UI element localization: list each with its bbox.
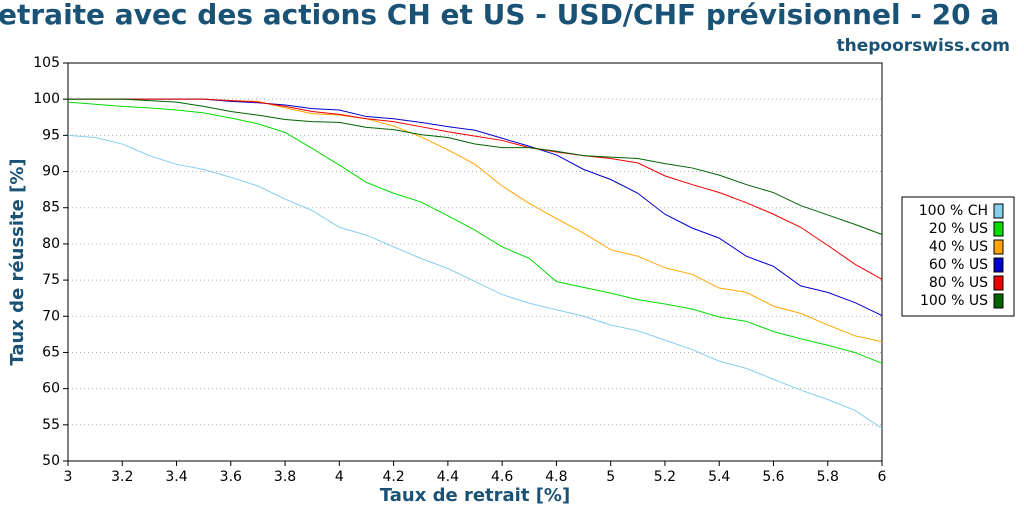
x-tick-label: 4.4	[437, 469, 459, 485]
legend-swatch	[993, 239, 1004, 255]
x-tick-label: 3	[64, 469, 73, 485]
legend-label: 80 % US	[929, 275, 988, 291]
y-tick-label: 75	[42, 272, 60, 288]
y-tick-label: 55	[42, 417, 60, 433]
legend-label: 20 % US	[929, 221, 988, 237]
x-tick-label: 5.6	[762, 469, 784, 485]
legend-swatch	[993, 221, 1004, 237]
legend-swatch	[993, 257, 1004, 273]
series-line	[67, 101, 883, 364]
y-tick-label: 85	[42, 200, 60, 216]
x-axis-label: Taux de retrait [%]	[380, 485, 570, 506]
series-line	[67, 134, 883, 429]
legend-label: 40 % US	[929, 239, 988, 255]
subtitle: thepoorswiss.com	[837, 36, 1011, 56]
y-axis-label: Taux de réussite [%]	[7, 158, 28, 365]
legend-swatch	[993, 203, 1004, 219]
x-tick-label: 5	[606, 469, 615, 485]
series-line	[68, 98, 883, 343]
x-tick-label: 4	[335, 469, 344, 485]
y-tick-label: 60	[42, 381, 60, 397]
legend-label: 60 % US	[929, 257, 988, 273]
series-line	[68, 98, 883, 316]
x-tick-label: 3.6	[220, 469, 242, 485]
x-tick-label: 3.8	[274, 469, 296, 485]
x-tick-label: 5.4	[708, 469, 730, 485]
x-tick-label: 4.2	[382, 469, 404, 485]
x-tick-label: 4.6	[491, 469, 513, 485]
x-tick-label: 5.8	[817, 469, 839, 485]
x-tick-label: 4.8	[545, 469, 567, 485]
x-tick-label: 3.4	[165, 469, 187, 485]
x-tick-label: 6	[878, 469, 887, 485]
x-tick-label: 3.2	[111, 469, 133, 485]
y-tick-label: 70	[42, 308, 60, 324]
legend-swatch	[993, 293, 1004, 309]
x-tick-label: 5.2	[654, 469, 676, 485]
y-tick-label: 105	[33, 55, 60, 71]
series-line	[68, 98, 883, 280]
legend-label: 100 % CH	[919, 203, 988, 219]
y-tick-label: 50	[42, 453, 60, 469]
y-tick-label: 100	[33, 91, 60, 107]
plot-frame	[67, 62, 883, 462]
legend-swatch	[993, 275, 1004, 291]
legend-label: 100 % US	[920, 293, 988, 309]
y-tick-label: 90	[42, 164, 60, 180]
series-line	[68, 98, 883, 235]
y-tick-label: 80	[42, 236, 60, 252]
y-tick-label: 65	[42, 344, 60, 360]
chart-title: etraite avec des actions CH et US - USD/…	[0, 0, 999, 31]
y-tick-label: 95	[42, 127, 60, 143]
